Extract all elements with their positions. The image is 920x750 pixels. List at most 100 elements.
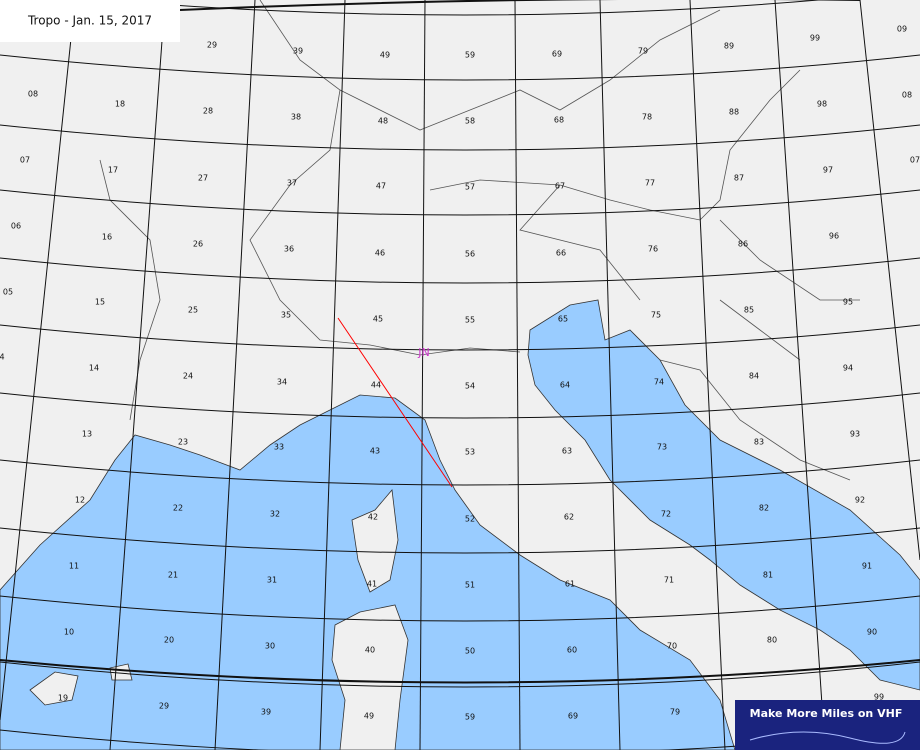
path-line [337, 317, 453, 488]
grid-label: 29 [207, 41, 217, 50]
grid-label: 20 [164, 636, 174, 645]
grid-label: 13 [82, 430, 92, 439]
grid-label: 42 [368, 513, 378, 522]
grid-label: 79 [638, 47, 648, 56]
sea [527, 299, 920, 691]
grid-label: 15 [95, 298, 105, 307]
grid-label: 82 [759, 504, 769, 513]
grid-label: 73 [657, 443, 667, 452]
grid-label: 09 [897, 25, 907, 34]
island [29, 671, 79, 706]
grid-label: 33 [274, 443, 284, 452]
grid-label: 18 [115, 100, 125, 109]
grid-label: 07 [20, 156, 30, 165]
grid-label: 29 [159, 702, 169, 711]
grid-label: 48 [378, 117, 388, 126]
grid-label: 97 [823, 166, 833, 175]
grid-label: 95 [843, 298, 853, 307]
grid-label: 31 [267, 576, 277, 585]
grid-label: 84 [749, 372, 759, 381]
grid-label: 30 [265, 642, 275, 651]
grid-label: 12 [75, 496, 85, 505]
grid-label: 68 [554, 116, 564, 125]
grid-label: 81 [763, 571, 773, 580]
grid-label: 50 [465, 647, 475, 656]
grid-label: 17 [108, 166, 118, 175]
grid-label: 51 [465, 581, 475, 590]
grid-label: 66 [556, 249, 566, 258]
grid-labels: 29 39 49 59 69 79 89 99 09 08 18 28 38 48 58 68 78 88 98 08… [0, 25, 920, 722]
grid-label: 83 [754, 438, 764, 447]
grid-label: 14 [89, 364, 99, 373]
grid-label: 88 [729, 108, 739, 117]
grid-label: 96 [829, 232, 839, 241]
grid-label: 37 [287, 179, 297, 188]
grid-label: 69 [552, 50, 562, 59]
grid-label: 67 [555, 182, 565, 191]
grid-label: 38 [291, 113, 301, 122]
grid-label: 55 [465, 316, 475, 325]
grid-label: 39 [293, 47, 303, 56]
grid-label: 93 [850, 430, 860, 439]
grid-label: 47 [376, 182, 386, 191]
title-box [0, 0, 180, 42]
logo: Make More Miles on VHF [750, 707, 903, 720]
grid-label: 74 [654, 378, 664, 387]
grid-label: 22 [173, 504, 183, 513]
grid-label: 56 [465, 250, 475, 259]
grid-label: 59 [465, 51, 475, 60]
grid-label: 28 [203, 107, 213, 116]
grid-label: 10 [64, 628, 74, 637]
grid-label: 36 [284, 245, 294, 254]
grid-label: 25 [188, 306, 198, 315]
border [99, 0, 860, 481]
logo-wave [749, 731, 906, 744]
island [331, 604, 409, 750]
grid-label: 05 [3, 288, 13, 297]
grid-label: 4 [0, 353, 5, 362]
grid-label: 69 [568, 712, 578, 721]
grid-label: 75 [651, 311, 661, 320]
grid-label: 52 [465, 515, 475, 524]
grid-label: 53 [465, 448, 475, 457]
island [351, 489, 399, 593]
grid-label: 90 [867, 628, 877, 637]
grid-label: 58 [465, 117, 475, 126]
grid-label: 65 [558, 315, 568, 324]
grid-label: 24 [183, 372, 193, 381]
grid-label: 87 [734, 174, 744, 183]
grid-label: 19 [58, 694, 68, 703]
grid-label: 07 [910, 156, 920, 165]
grid-label: 62 [564, 513, 574, 522]
grid-label: 39 [261, 708, 271, 717]
grid-label: 77 [645, 179, 655, 188]
grid-label: 44 [371, 381, 381, 390]
grid-label: 46 [375, 249, 385, 258]
grid-label: 40 [365, 646, 375, 655]
grid-label: 64 [560, 381, 570, 390]
grid-label: 08 [902, 91, 912, 100]
grid-label: 57 [465, 183, 475, 192]
grid-label: 99 [810, 34, 820, 43]
grid-label: 92 [855, 496, 865, 505]
grid-label: 32 [270, 510, 280, 519]
grid-label: 08 [28, 90, 38, 99]
grid-label: 06 [11, 222, 21, 231]
grid-label: 41 [367, 580, 377, 589]
grid-label: 35 [281, 311, 291, 320]
grid-label: 54 [465, 382, 475, 391]
grid-label: 49 [380, 51, 390, 60]
grid-label: 21 [168, 571, 178, 580]
grid-label: 16 [102, 233, 112, 242]
grid-label: 26 [193, 240, 203, 249]
grid-label: 94 [843, 364, 853, 373]
grid-label: 61 [565, 580, 575, 589]
grid-label: 80 [767, 636, 777, 645]
grid-label: 72 [661, 510, 671, 519]
grid-label: 70 [667, 642, 677, 651]
grid-label: 43 [370, 447, 380, 456]
grid-label: 89 [724, 42, 734, 51]
grid-label: 59 [465, 713, 475, 722]
grid-label: 86 [738, 240, 748, 249]
